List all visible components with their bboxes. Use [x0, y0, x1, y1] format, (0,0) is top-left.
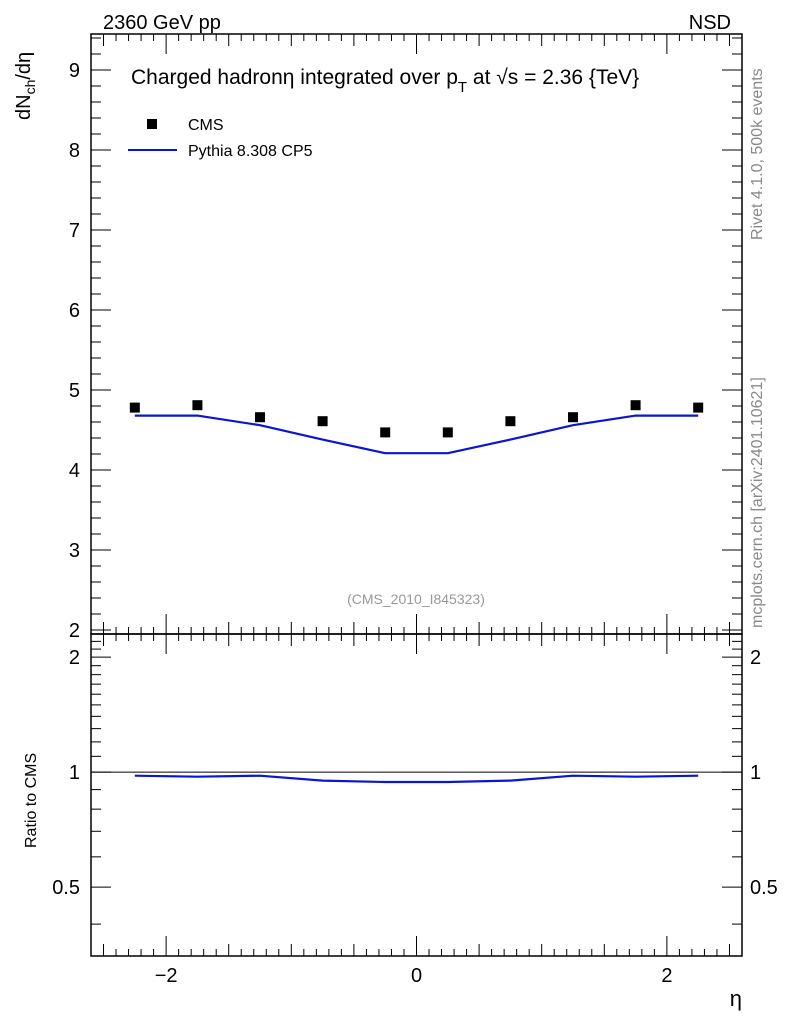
ratio-tick-label-right: 1 — [750, 762, 761, 784]
analysis-id-label: (CMS_2010_I845323) — [347, 591, 485, 607]
y-axis-label-main: dN — [13, 94, 35, 120]
ratio-tick-label: 0.5 — [52, 877, 80, 899]
y-tick-label: 5 — [69, 380, 80, 402]
y-tick-label: 2 — [69, 620, 80, 642]
ratio-tick-label-right: 0.5 — [750, 877, 778, 899]
chart-title-sub: T — [458, 79, 467, 96]
y-tick-label: 3 — [69, 540, 80, 562]
y-axis-label: dNch/dη — [13, 52, 38, 120]
cms-data-point — [380, 427, 391, 438]
legend-pythia-label: Pythia 8.308 CP5 — [188, 143, 313, 160]
y-tick-label: 6 — [69, 300, 80, 322]
y-tick-label: 7 — [69, 220, 80, 242]
cms-data-point — [567, 412, 578, 423]
x-axis-label: η — [730, 986, 742, 1011]
ratio-tick-label: 2 — [69, 647, 80, 669]
cms-data-point — [255, 412, 266, 423]
chart-title-main: Charged hadronη integrated over p — [131, 66, 458, 89]
ratio-y-axis-label: Ratio to CMS — [23, 753, 40, 848]
rivet-version-label: Rivet 4.1.0, 500k events — [749, 68, 766, 240]
y-tick-label: 4 — [69, 460, 80, 482]
cms-data-point — [442, 427, 453, 438]
y-tick-label: 9 — [69, 60, 80, 82]
chart-title: Charged hadronη integrated over pT at √s… — [131, 66, 639, 96]
cms-data-point — [317, 416, 328, 427]
cms-data-point — [505, 416, 516, 427]
cms-data-point — [129, 402, 140, 413]
cms-data-point — [630, 400, 641, 411]
x-tick-label: −2 — [155, 965, 178, 987]
axis-tick-labels: −2 0 2 2 3 4 5 6 7 8 9 0.5 0.5 1 1 2 2 — [52, 60, 778, 987]
ratio-tick-label: 1 — [69, 762, 80, 784]
y-tick-label: 8 — [69, 140, 80, 162]
chart-title-tail: at √s = 2.36 {TeV} — [467, 66, 639, 89]
cms-series — [129, 400, 704, 438]
cms-data-point — [192, 400, 203, 411]
x-tick-label: 2 — [661, 965, 672, 987]
axis-ticks — [91, 34, 742, 956]
legend-cms-marker — [147, 119, 157, 129]
header-process-label: NSD — [689, 12, 731, 34]
legend-cms-label: CMS — [188, 117, 224, 134]
header-energy-label: 2360 GeV pp — [103, 12, 221, 34]
cms-data-point — [693, 402, 704, 413]
ratio-panel-frame — [90, 633, 743, 957]
pythia-ratio-line — [134, 774, 699, 784]
x-tick-label: 0 — [411, 965, 422, 987]
pythia-line — [134, 414, 699, 455]
ratio-tick-label-right: 2 — [750, 647, 761, 669]
mcplots-label: mcplots.cern.ch [arXiv:2401.10621] — [749, 377, 766, 628]
y-axis-label-sub: ch — [22, 80, 38, 95]
pythia-series — [134, 414, 699, 784]
y-axis-label-tail: /dη — [13, 52, 35, 80]
